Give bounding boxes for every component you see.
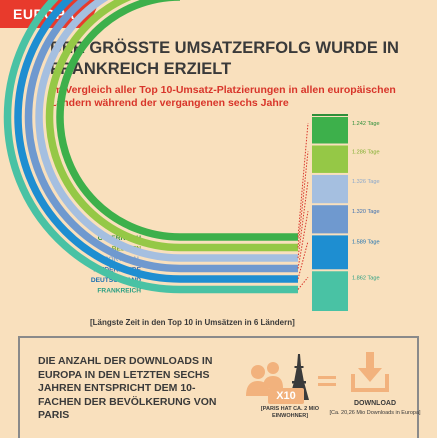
value-label-frankreich: 1.862 Tage	[352, 275, 380, 281]
bar-top-cap	[312, 114, 348, 116]
leader-line-niederlande	[297, 211, 309, 269]
bar-segment-deutschland	[312, 235, 348, 270]
leader-line-portugal	[297, 180, 309, 259]
bar-segment-niederlande	[312, 205, 348, 234]
leader-line-frankreich	[297, 276, 309, 290]
value-label-portugal: 1.326 Tage	[352, 179, 380, 185]
leader-line-belgien	[297, 151, 309, 248]
bar-segment-frankreich	[312, 271, 348, 311]
leader-line-österreich	[297, 122, 309, 238]
equals-icon	[318, 376, 336, 386]
downloads-info-box	[18, 336, 419, 438]
downloads-statement: DIE ANZAHL DER DOWNLOADS IN EUROPA IN DE…	[38, 355, 217, 421]
arc-belgien	[45, 0, 181, 252]
value-label-niederlande: 1.320 Tage	[352, 209, 380, 215]
value-label-deutschland: 1.589 Tage	[352, 239, 380, 245]
people-eiffel-icon	[246, 354, 309, 404]
bar-segment-portugal	[312, 174, 348, 204]
country-label-frankreich: FRANKREICH	[97, 288, 141, 295]
country-label-österreich: ÖSTERREICH	[98, 233, 141, 242]
multiplier-label: X10	[276, 390, 296, 402]
chart-caption: [Längste Zeit in den Top 10 in Umsätzen …	[90, 318, 295, 327]
arc-portugal	[35, 0, 181, 262]
bar-segment-belgien	[312, 145, 348, 173]
download-label: DOWNLOAD	[354, 400, 396, 407]
page-subtitle: Im Vergleich aller Top 10-Umsatz-Platzie…	[50, 84, 396, 109]
bar-segment-österreich	[312, 117, 348, 144]
leader-line-deutschland	[297, 241, 309, 280]
value-label-belgien: 1.286 Tage	[352, 149, 380, 155]
paris-caption: [PARIS HAT CA. 2 MIO EINWOHNER]	[260, 406, 320, 419]
download-caption: [Ca. 20,26 Mio Downloads in Europa]	[329, 410, 421, 416]
arc-frankreich	[3, 0, 181, 294]
arc-niederlande	[24, 0, 181, 273]
download-icon	[351, 352, 389, 392]
page-title: DER GRÖßTE UMSATZERFOLG WURDE IN FRANKRE…	[50, 39, 399, 78]
value-label-österreich: 1.242 Tage	[352, 121, 380, 127]
arc-deutschland	[14, 0, 181, 283]
arc-österreich	[56, 0, 181, 241]
